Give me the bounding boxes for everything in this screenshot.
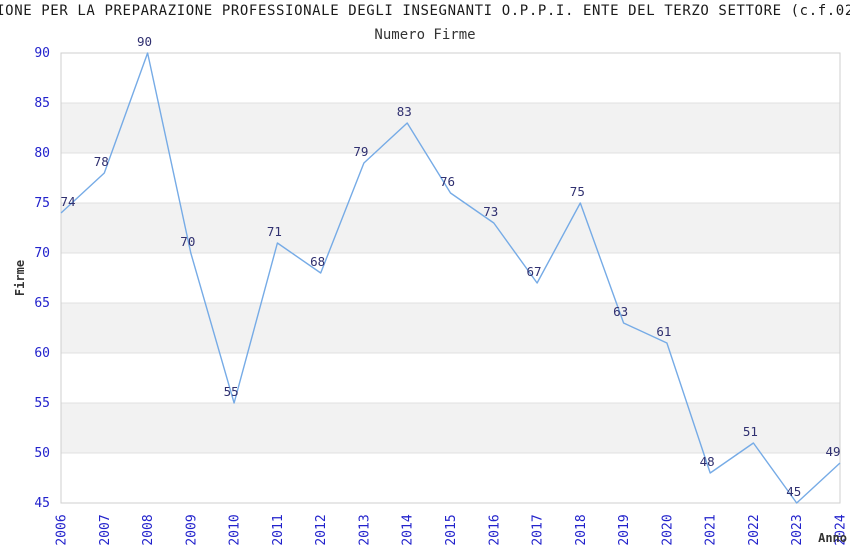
data-point-label: 61 <box>656 324 671 339</box>
y-tick-label: 70 <box>34 246 50 261</box>
x-tick-label: 2019 <box>617 514 632 545</box>
data-point-label: 67 <box>527 264 542 279</box>
data-point-label: 55 <box>224 384 239 399</box>
y-tick-label: 65 <box>34 296 50 311</box>
y-tick-label: 45 <box>34 496 50 511</box>
data-point-label: 45 <box>786 484 801 499</box>
x-tick-label: 2011 <box>271 514 286 545</box>
y-tick-label: 60 <box>34 346 50 361</box>
data-point-label: 79 <box>353 144 368 159</box>
x-tick-label: 2020 <box>660 514 675 545</box>
x-tick-label: 2007 <box>98 514 113 545</box>
x-tick-label: 2022 <box>747 514 762 545</box>
x-tick-label: 2009 <box>184 514 199 545</box>
data-point-label: 76 <box>440 174 455 189</box>
data-line <box>60 52 841 504</box>
data-point-label: 78 <box>94 154 109 169</box>
x-tick-label: 2018 <box>574 514 589 545</box>
grid-band <box>61 103 840 153</box>
chart-subtitle: Numero Firme <box>374 27 476 43</box>
x-tick-label: 2021 <box>704 514 719 545</box>
data-point-label: 68 <box>310 254 325 269</box>
y-tick-label: 90 <box>34 46 50 61</box>
x-tick-label: 2014 <box>401 514 416 545</box>
x-tick-label: 2013 <box>357 514 372 545</box>
x-tick-label: 2010 <box>228 514 243 545</box>
y-tick-label: 85 <box>34 96 50 111</box>
grid-band <box>61 403 840 453</box>
x-tick-label: 2012 <box>314 514 329 545</box>
x-tick-label: 2015 <box>444 514 459 545</box>
y-tick-label: 80 <box>34 146 50 161</box>
x-tick-label: 2023 <box>790 514 805 545</box>
y-tick-label: 50 <box>34 446 50 461</box>
y-axis-title: Firme <box>13 260 27 296</box>
x-tick-label: 2006 <box>55 514 70 545</box>
data-point-label: 75 <box>570 184 585 199</box>
x-tick-label: 2024 <box>834 514 849 545</box>
data-point-label: 70 <box>180 234 195 249</box>
data-point-label: 48 <box>700 454 715 469</box>
data-point-label: 49 <box>825 444 840 459</box>
grid-band <box>61 303 840 353</box>
data-point-label: 63 <box>613 304 628 319</box>
grid-band <box>61 203 840 253</box>
x-tick-label: 2016 <box>487 514 502 545</box>
x-axis-title: Anno <box>818 531 847 545</box>
data-point-label: 90 <box>137 34 152 49</box>
x-tick-label: 2008 <box>141 514 156 545</box>
x-tick-label: 2017 <box>531 514 546 545</box>
y-tick-label: 75 <box>34 196 50 211</box>
data-point-label: 51 <box>743 424 758 439</box>
data-point-label: 71 <box>267 224 282 239</box>
y-tick-label: 55 <box>34 396 50 411</box>
chart-title: IONE PER LA PREPARAZIONE PROFESSIONALE D… <box>0 3 850 19</box>
plot-border <box>60 52 841 504</box>
data-point-label: 74 <box>60 194 75 209</box>
data-point-label: 83 <box>397 104 412 119</box>
data-point-label: 73 <box>483 204 498 219</box>
